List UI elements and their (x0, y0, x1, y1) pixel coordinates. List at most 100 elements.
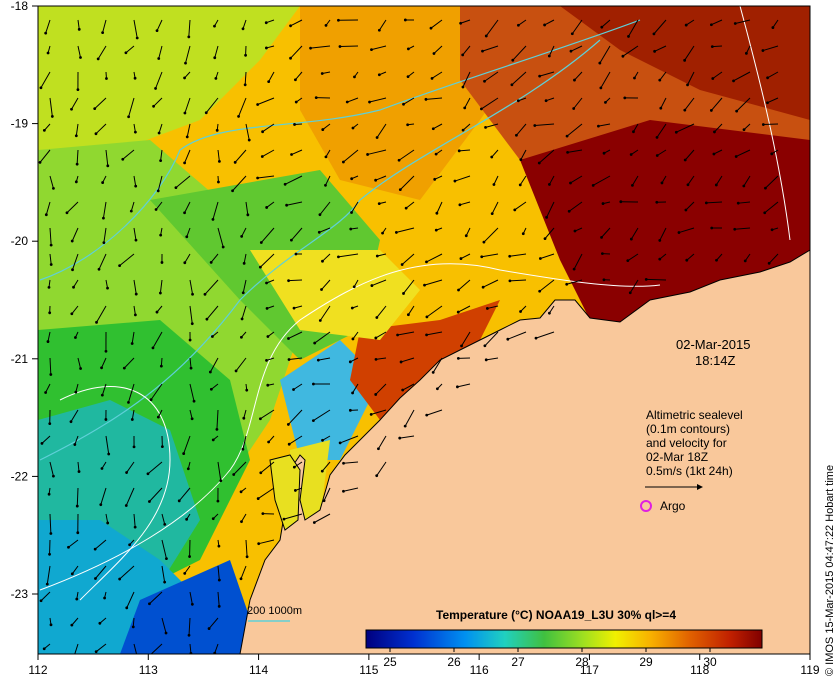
velocity-arrow-head (492, 183, 496, 186)
velocity-arrow-head (375, 136, 379, 139)
velocity-arrow-head (74, 134, 78, 138)
velocity-arrow (425, 97, 443, 100)
velocity-arrow (262, 149, 275, 157)
velocity-arrow-head (320, 288, 323, 291)
velocity-arrow-head (76, 531, 80, 535)
velocity-arrow-head (521, 232, 525, 236)
velocity-arrow-head (259, 241, 263, 244)
velocity-arrow-head (48, 311, 52, 315)
velocity-arrow (295, 71, 303, 81)
velocity-arrow-head (133, 130, 137, 134)
velocity-arrow-head (396, 333, 399, 337)
velocity-arrow-head (424, 97, 428, 101)
velocity-arrow-head (282, 517, 286, 521)
velocity-arrow (544, 19, 555, 26)
velocity-arrow-head (481, 285, 485, 289)
velocity-arrow-head (257, 542, 261, 546)
velocity-arrow-head (704, 201, 708, 205)
velocity-arrow-head (479, 107, 483, 111)
velocity-arrow (407, 305, 415, 315)
velocity-arrow-head (342, 489, 345, 493)
velocity-arrow-head (151, 346, 155, 350)
velocity-arrow (214, 643, 219, 654)
velocity-arrow-head (322, 499, 326, 503)
velocity-arrow-head (394, 231, 398, 234)
velocity-arrow (396, 227, 415, 233)
velocity-arrow (599, 45, 611, 64)
velocity-arrow (288, 357, 303, 360)
velocity-arrow-head (154, 87, 157, 90)
velocity-arrow-head (217, 604, 221, 608)
velocity-arrow (592, 175, 611, 186)
velocity-arrow (736, 97, 751, 112)
velocity-arrow-head (190, 322, 194, 326)
velocity-arrow (243, 409, 247, 419)
velocity-arrow (404, 409, 415, 427)
velocity-arrow-head (573, 229, 577, 233)
velocity-arrow (715, 175, 723, 186)
velocity-arrow-head (186, 467, 190, 471)
velocity-arrow-head (104, 418, 108, 421)
velocity-arrow (765, 175, 779, 189)
velocity-arrow-head (52, 474, 55, 478)
velocity-arrow-head (490, 212, 494, 215)
velocity-arrow-head (348, 360, 352, 364)
velocity-arrow-head (42, 128, 46, 132)
velocity-arrow-head (216, 499, 220, 503)
velocity-arrow (628, 19, 639, 37)
velocity-arrow (399, 175, 415, 190)
velocity-arrow-head (324, 23, 328, 27)
velocity-arrow (133, 227, 137, 241)
velocity-arrow (153, 97, 163, 107)
velocity-arrow-head (683, 158, 687, 162)
velocity-arrow-head (256, 103, 260, 106)
velocity-arrow-head (337, 255, 340, 259)
velocity-arrow (376, 123, 387, 138)
colorbar-tick-label: 25 (383, 655, 397, 669)
velocity-arrow-head (370, 284, 374, 287)
velocity-arrow-head (484, 34, 488, 38)
velocity-arrow-head (93, 547, 97, 551)
velocity-arrow (119, 253, 135, 267)
velocity-arrow (133, 175, 137, 187)
velocity-arrow-head (401, 388, 405, 392)
velocity-arrow (157, 175, 163, 192)
velocity-arrow-head (398, 436, 402, 440)
velocity-arrow-head (626, 259, 630, 263)
velocity-arrow (101, 357, 107, 369)
velocity-arrow-head (205, 317, 209, 321)
velocity-arrow-head (213, 24, 216, 28)
velocity-arrow (95, 123, 107, 135)
velocity-arrow-head (481, 49, 484, 53)
velocity-arrow (150, 383, 163, 400)
velocity-arrow-head (94, 577, 97, 580)
velocity-arrow (184, 253, 191, 263)
velocity-arrow-head (211, 218, 215, 221)
velocity-arrow (376, 305, 387, 318)
argo-label: Argo (660, 499, 686, 513)
velocity-arrow (654, 45, 667, 52)
velocity-arrow-head (644, 277, 648, 281)
velocity-arrow-head (684, 23, 688, 27)
velocity-arrow-head (264, 21, 268, 25)
velocity-arrow (686, 253, 695, 261)
velocity-arrow (159, 279, 163, 294)
velocity-arrow-head (629, 237, 633, 241)
lon-tick-label: 116 (470, 663, 489, 677)
lat-tick-label: -19 (11, 117, 29, 131)
velocity-arrow-head (591, 183, 595, 187)
velocity-arrow (514, 201, 527, 211)
velocity-arrow (257, 487, 275, 499)
velocity-arrow (314, 331, 331, 344)
velocity-arrow (49, 97, 53, 117)
velocity-arrow (678, 227, 695, 234)
velocity-arrow (40, 71, 51, 89)
velocity-arrow (245, 539, 248, 557)
velocity-arrow (485, 19, 499, 37)
velocity-arrow-head (287, 358, 291, 361)
velocity-arrow-head (519, 158, 523, 162)
velocity-arrow (244, 71, 247, 85)
velocity-arrow-head (660, 181, 664, 185)
velocity-arrow-head (569, 49, 573, 53)
velocity-arrow-head (483, 79, 486, 83)
